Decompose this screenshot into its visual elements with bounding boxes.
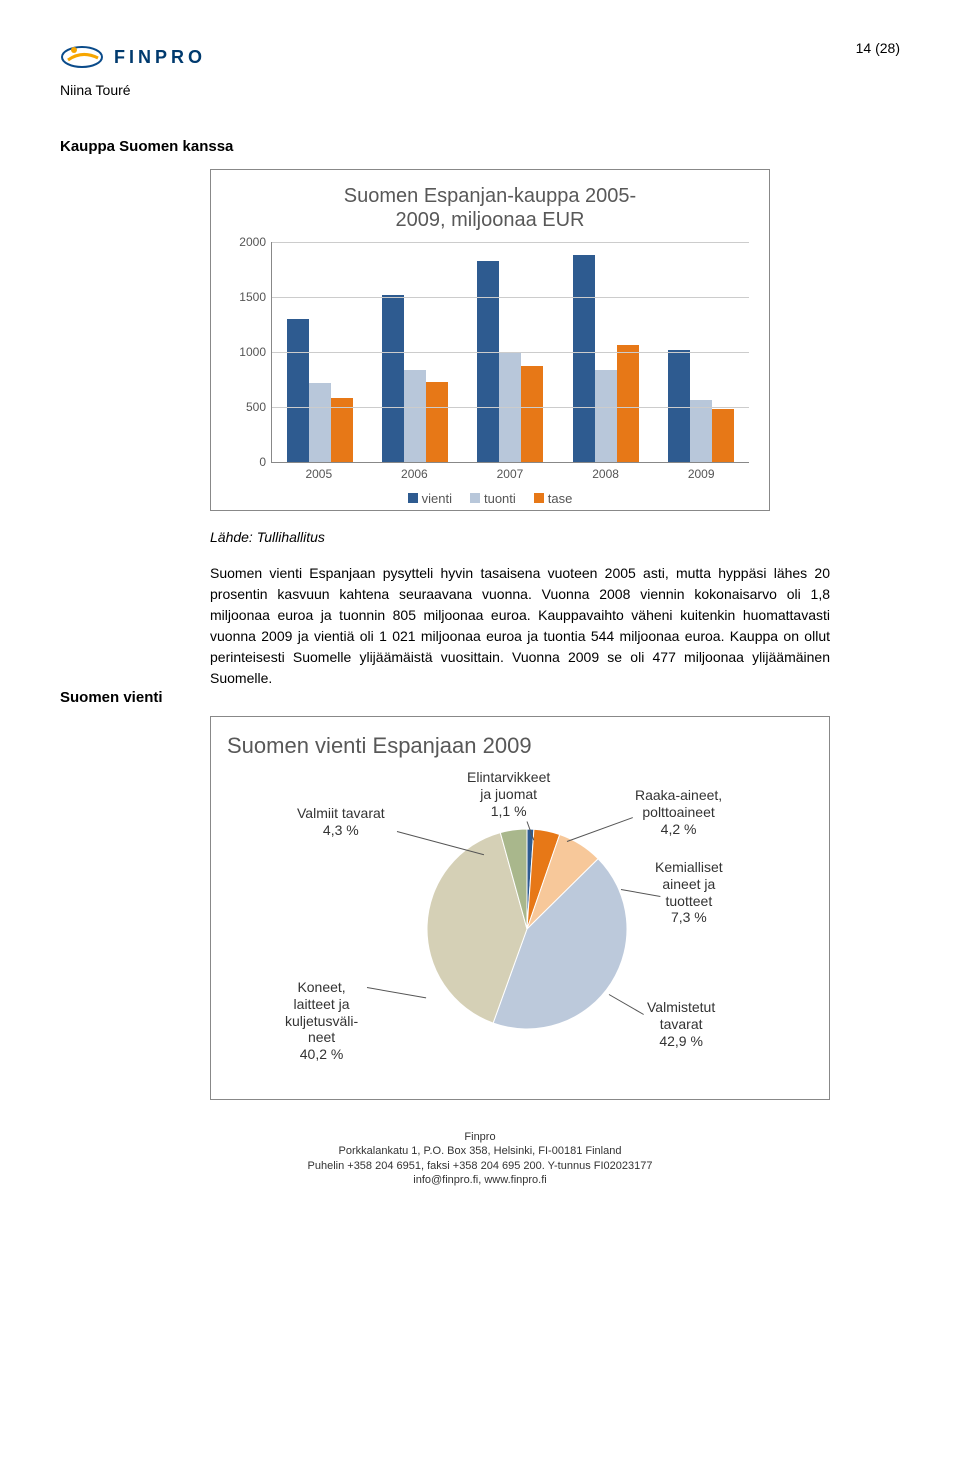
bar — [712, 409, 734, 462]
bar-chart-xtick: 2007 — [497, 467, 524, 481]
section-side-label: Suomen vienti — [60, 689, 900, 706]
bar-chart-ytick: 1000 — [232, 345, 266, 359]
bar — [595, 370, 617, 462]
bar-group — [668, 350, 734, 462]
bar — [668, 350, 690, 462]
author-name: Niina Touré — [60, 82, 900, 98]
bar-group — [287, 319, 353, 462]
section-heading: Kauppa Suomen kanssa — [60, 138, 900, 155]
legend-item: vienti — [408, 491, 452, 506]
page-header: FINPRO 14 (28) — [60, 40, 900, 74]
bar — [426, 382, 448, 462]
legend-swatch — [534, 493, 544, 503]
legend-item: tase — [534, 491, 573, 506]
pie-callout: Raaka-aineet,polttoaineet4,2 % — [635, 787, 722, 837]
bar-chart-xtick: 2008 — [592, 467, 619, 481]
bar-chart-xtick: 2006 — [401, 467, 428, 481]
bar — [309, 383, 331, 462]
legend-label: vienti — [422, 491, 452, 506]
bar-chart-xaxis: 2005 2006 2007 2008 2009 — [271, 467, 749, 481]
bar — [477, 261, 499, 462]
bar-chart-title-line1: Suomen Espanjan-kauppa 2005- — [344, 185, 636, 207]
logo: FINPRO — [60, 40, 206, 74]
footer-line4: info@finpro.fi, www.finpro.fi — [60, 1173, 900, 1187]
bar — [617, 345, 639, 462]
pie-callout: Kemiallisetaineet jatuotteet7,3 % — [655, 859, 723, 926]
legend-item: tuonti — [470, 491, 516, 506]
footer-line3: Puhelin +358 204 6951, faksi +358 204 69… — [60, 1159, 900, 1173]
bar — [573, 255, 595, 462]
legend-label: tase — [548, 491, 573, 506]
legend-swatch — [470, 493, 480, 503]
page-footer: Finpro Porkkalankatu 1, P.O. Box 358, He… — [60, 1130, 900, 1187]
pie-callout: Koneet,laitteet jakuljetusväli-neet40,2 … — [285, 979, 358, 1063]
bar-chart-ytick: 500 — [232, 400, 266, 414]
legend-label: tuonti — [484, 491, 516, 506]
bar — [690, 400, 712, 462]
footer-line1: Finpro — [60, 1130, 900, 1144]
pie-svg — [417, 819, 637, 1039]
bar-chart-xtick: 2005 — [305, 467, 332, 481]
bar — [404, 370, 426, 462]
bar — [382, 295, 404, 462]
pie-chart-container: Suomen vienti Espanjaan 2009 Elintarvikk… — [210, 716, 830, 1100]
pie-callout: Valmistetuttavarat42,9 % — [647, 999, 715, 1049]
bar-group — [477, 261, 543, 462]
bar-group — [382, 295, 448, 462]
footer-line2: Porkkalankatu 1, P.O. Box 358, Helsinki,… — [60, 1144, 900, 1158]
bar-chart-ytick: 1500 — [232, 290, 266, 304]
bar-chart-title-line2: 2009, miljoonaa EUR — [396, 209, 585, 231]
body-paragraph: Suomen vienti Espanjaan pysytteli hyvin … — [210, 563, 830, 689]
page-number: 14 (28) — [856, 40, 900, 56]
chart-source: Lähde: Tullihallitus — [210, 529, 900, 545]
bar — [521, 366, 543, 462]
bar-chart-xtick: 2009 — [688, 467, 715, 481]
pie-callout: Elintarvikkeetja juomat1,1 % — [467, 769, 550, 819]
bar-chart-plot: 0500100015002000 — [271, 242, 749, 463]
legend-swatch — [408, 493, 418, 503]
bar-group — [573, 255, 639, 462]
logo-text: FINPRO — [114, 47, 206, 68]
pie-chart-plot: Elintarvikkeetja juomat1,1 % Raaka-aineet… — [227, 769, 813, 1079]
logo-icon — [60, 40, 104, 74]
bar-chart-legend: vienti tuonti tase — [231, 491, 749, 506]
bar — [287, 319, 309, 462]
pie-callout: Valmiit tavarat4,3 % — [297, 805, 385, 839]
bar-chart-ytick: 0 — [232, 455, 266, 469]
pie-chart-title: Suomen vienti Espanjaan 2009 — [227, 733, 813, 759]
bar-chart-ytick: 2000 — [232, 235, 266, 249]
bar-chart-title: Suomen Espanjan-kauppa 2005- 2009, miljo… — [231, 184, 749, 232]
bar-chart-container: Suomen Espanjan-kauppa 2005- 2009, miljo… — [210, 169, 770, 511]
